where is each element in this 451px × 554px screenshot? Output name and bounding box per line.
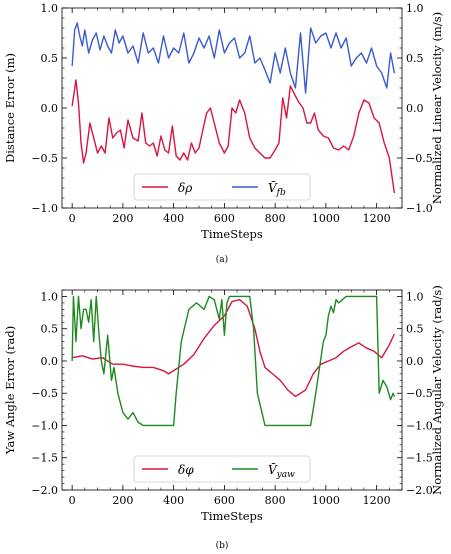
legend-box	[133, 455, 311, 483]
y-tick-label-right: −0.5	[406, 387, 433, 400]
y-tick-label-left: 1.0	[41, 290, 59, 303]
legend-label: δφ	[178, 463, 194, 477]
legend-label: δρ	[178, 181, 192, 195]
x-axis-label: TimeSteps	[201, 227, 263, 241]
y-tick-label-left: 0.0	[41, 102, 59, 115]
legend-1: δρ V̄fb	[133, 173, 311, 201]
panel-caption: (a)	[216, 254, 228, 265]
x-axis-label: TimeSteps	[201, 509, 263, 523]
x-tick-label: 1000	[312, 212, 340, 225]
y-axis-label-left: Yaw Angle Error (rad)	[3, 326, 17, 455]
x-tick-label: 400	[163, 212, 184, 225]
series-line-1-1	[71, 79, 396, 194]
y-tick-label-left: −1.0	[31, 419, 58, 432]
legend-2: δφ V̄yaw	[133, 455, 311, 483]
panel-caption: (b)	[216, 540, 229, 550]
x-tick-label: 600	[214, 212, 235, 225]
x-tick-label: 1000	[312, 494, 340, 507]
plot-frame-2	[61, 289, 403, 491]
y-axis-label-right: Normalized Linear Velocity (m/s)	[430, 12, 444, 204]
y-axis-label-left: Distance Error (m)	[3, 53, 17, 163]
x-tick-label: 0	[69, 212, 76, 225]
x-tick-label: 0	[69, 494, 76, 507]
x-tick-label: 200	[112, 212, 133, 225]
y-tick-label-right: 1.0	[406, 2, 424, 15]
y-tick-label-right: 0.0	[406, 102, 424, 115]
y-axis-label-right: Normalized Angular Velocity (rad/s)	[430, 285, 444, 495]
legend-box	[133, 173, 311, 201]
series-line-2-2	[71, 295, 396, 427]
x-tick-label: 800	[265, 494, 286, 507]
x-tick-label: 200	[112, 494, 133, 507]
y-tick-label-left: −1.0	[31, 202, 58, 215]
y-tick-label-left: −2.0	[31, 484, 58, 497]
y-tick-label-left: −0.5	[31, 152, 58, 165]
y-tick-label-left: 0.0	[41, 355, 59, 368]
legend-label: V̄yaw	[268, 462, 295, 480]
y-tick-label-right: −1.0	[406, 202, 433, 215]
y-tick-label-right: 0.5	[406, 52, 424, 65]
y-tick-label-right: 0.5	[406, 323, 424, 336]
chart-panel-1: 0 200 400 600 800 1000 1200 −1.0 −0.5 0.0 0.5 1.0 −1…	[3, 2, 444, 265]
x-tick-label: 600	[214, 494, 235, 507]
y-tick-label-right: 0.0	[406, 355, 424, 368]
y-tick-label-left: 0.5	[41, 52, 59, 65]
y-tick-label-left: −1.5	[31, 452, 58, 465]
x-tick-label: 1200	[363, 212, 391, 225]
y-tick-label-right: −1.5	[406, 452, 433, 465]
x-tick-label: 1200	[363, 494, 391, 507]
y-tick-label-left: 1.0	[41, 2, 59, 15]
series-line-2-1	[72, 298, 396, 398]
chart-panel-2: 0 200 400 600 800 1000 1200 −2.0 −1.5 −1.0 −0.5 0.0…	[3, 285, 444, 551]
y-tick-label-right: −0.5	[406, 152, 433, 165]
x-tick-label: 400	[163, 494, 184, 507]
y-tick-label-left: −0.5	[31, 387, 58, 400]
y-tick-label-right: 1.0	[406, 290, 424, 303]
legend-label: V̄fb	[268, 180, 286, 198]
series-line-1-2	[71, 22, 396, 94]
y-tick-label-right: −1.0	[406, 419, 433, 432]
x-tick-label: 800	[265, 212, 286, 225]
y-tick-label-left: 0.5	[41, 323, 59, 336]
y-tick-label-right: −2.0	[406, 484, 433, 497]
